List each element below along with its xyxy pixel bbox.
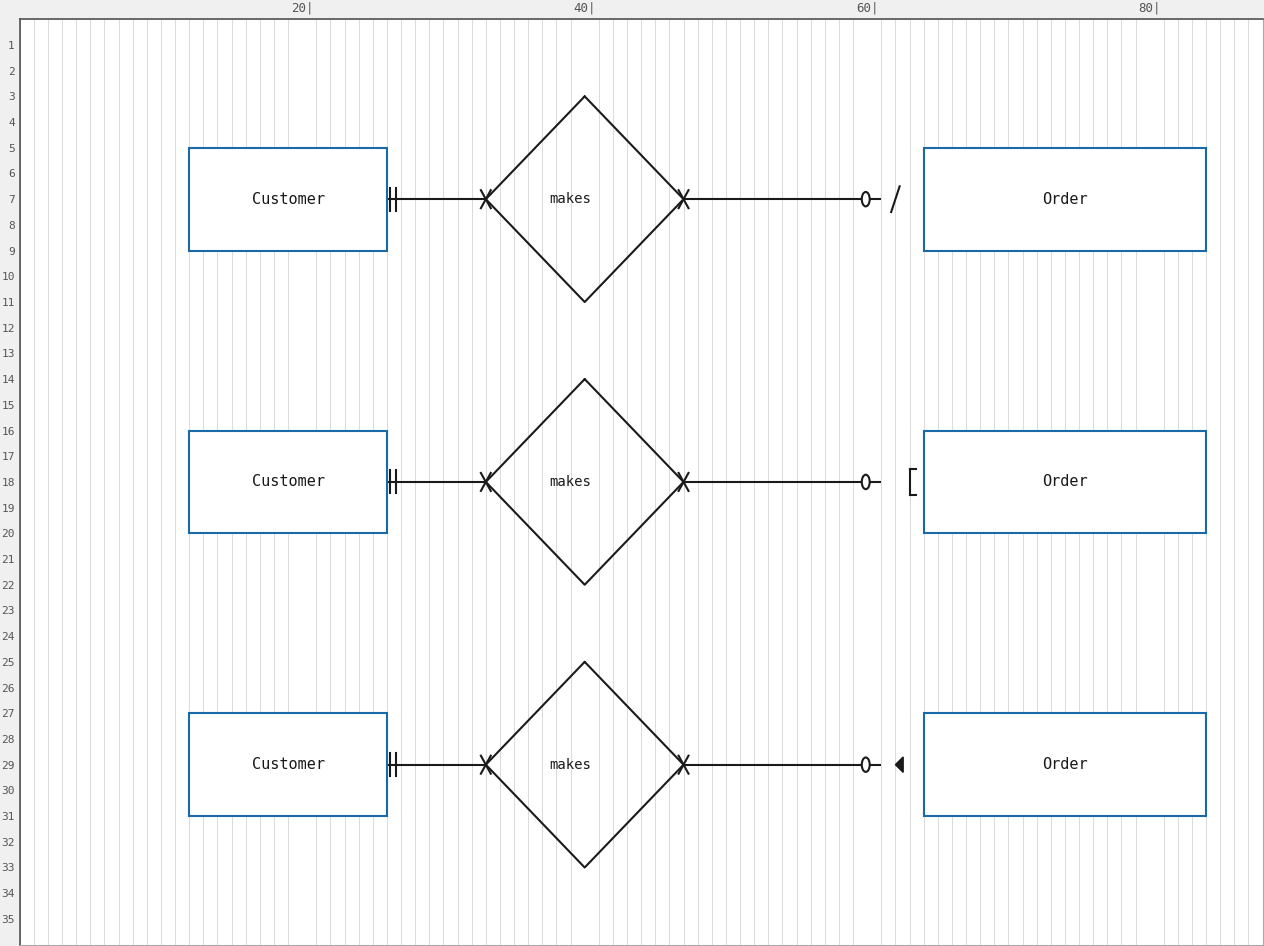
Text: Order: Order [1042, 757, 1088, 772]
Text: Customer: Customer [252, 757, 325, 772]
Text: Order: Order [1042, 192, 1088, 206]
Bar [190, 148, 387, 251]
Text: makes: makes [550, 475, 592, 489]
Text: Order: Order [1042, 475, 1088, 489]
Bar [190, 430, 387, 534]
Bar [924, 430, 1206, 534]
Text: makes: makes [550, 758, 592, 772]
Text: Customer: Customer [252, 475, 325, 489]
Bar [924, 713, 1206, 816]
Bar [190, 713, 387, 816]
FancyArrow shape [895, 757, 904, 772]
Circle shape [862, 192, 870, 206]
Bar [924, 148, 1206, 251]
Circle shape [862, 758, 870, 772]
Text: Customer: Customer [252, 192, 325, 206]
Circle shape [862, 475, 870, 489]
Text: makes: makes [550, 192, 592, 206]
